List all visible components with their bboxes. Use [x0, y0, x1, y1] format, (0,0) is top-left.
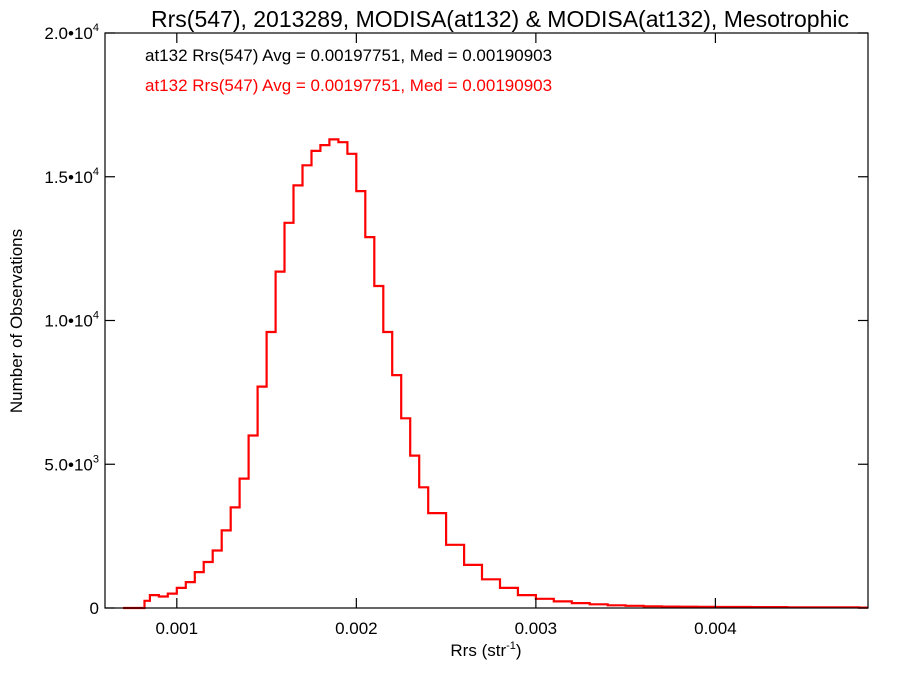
x-axis-label-text: Rrs (str	[450, 641, 506, 660]
x-axis-label-close: )	[516, 641, 522, 660]
x-axis-label-superscript: -1	[506, 640, 516, 652]
y-tick-label: 1.0•104	[44, 310, 99, 331]
x-tick-label: 0.004	[694, 619, 737, 638]
y-tick-label: 0	[90, 599, 99, 618]
x-axis: 0.001 0.002 0.003 0.004	[156, 33, 737, 638]
y-tick-label: 2.0•104	[44, 22, 99, 43]
y-tick-label: 1.5•104	[44, 166, 99, 187]
histogram-series-line	[123, 138, 868, 610]
y-tick-label: 5.0•103	[44, 453, 99, 474]
y-axis-label: Number of Observations	[7, 229, 26, 413]
x-axis-label: Rrs (str-1)	[450, 640, 521, 660]
y-tick-exponent: 4	[93, 166, 99, 178]
y-tick-mantissa: 1.0•10	[44, 312, 93, 331]
stats-annotation: at132 Rrs(547) Avg = 0.00197751, Med = 0…	[145, 76, 552, 95]
chart-title: Rrs(547), 2013289, MODISA(at132) & MODIS…	[151, 6, 849, 32]
stats-annotation: at132 Rrs(547) Avg = 0.00197751, Med = 0…	[145, 46, 552, 65]
x-tick-label: 0.002	[335, 619, 378, 638]
y-tick-exponent: 3	[93, 453, 99, 465]
x-tick-label: 0.001	[156, 619, 199, 638]
x-tick-label: 0.003	[515, 619, 558, 638]
y-tick-mantissa: 2.0•10	[44, 24, 93, 43]
annotation-group: at132 Rrs(547) Avg = 0.00197751, Med = 0…	[145, 46, 552, 95]
y-tick-mantissa: 5.0•10	[44, 455, 93, 474]
y-tick-exponent: 4	[93, 310, 99, 322]
y-tick-exponent: 4	[93, 22, 99, 34]
series-group	[123, 138, 868, 610]
y-tick-mantissa: 1.5•10	[44, 168, 93, 187]
y-tick-mantissa: 0	[90, 599, 99, 618]
